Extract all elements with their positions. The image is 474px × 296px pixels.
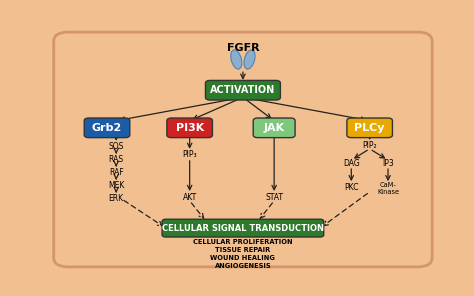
Text: PIP₃: PIP₃ [182,150,197,159]
Text: MEK: MEK [108,181,124,190]
Text: IP3: IP3 [382,159,394,168]
FancyBboxPatch shape [253,118,295,138]
Ellipse shape [244,50,255,69]
FancyBboxPatch shape [84,118,130,138]
FancyBboxPatch shape [347,118,392,138]
Text: Grb2: Grb2 [92,123,122,133]
Text: SOS: SOS [109,142,124,151]
Text: PLCy: PLCy [355,123,385,133]
Text: RAF: RAF [109,168,124,177]
Text: CELLULAR PROLIFERATION
TISSUE REPAIR
WOUND HEALING
ANGIOGENESIS: CELLULAR PROLIFERATION TISSUE REPAIR WOU… [193,239,293,269]
Text: CELLULAR SIGNAL TRANSDUCTION: CELLULAR SIGNAL TRANSDUCTION [162,223,324,233]
Text: STAT: STAT [265,193,283,202]
Text: PIP₂: PIP₂ [362,141,377,150]
Text: DAG: DAG [343,159,360,168]
Text: RAS: RAS [109,155,124,164]
FancyBboxPatch shape [54,32,432,267]
Text: ERK: ERK [109,194,124,203]
Text: CaM-
Kinase: CaM- Kinase [377,182,399,195]
Text: PKC: PKC [344,183,358,192]
Text: ACTIVATION: ACTIVATION [210,85,275,95]
FancyBboxPatch shape [205,81,281,100]
FancyBboxPatch shape [162,219,324,237]
Text: JAK: JAK [264,123,285,133]
FancyBboxPatch shape [167,118,212,138]
Text: PI3K: PI3K [175,123,204,133]
Ellipse shape [231,50,242,69]
Text: FGFR: FGFR [227,44,259,54]
Text: AKT: AKT [182,193,197,202]
